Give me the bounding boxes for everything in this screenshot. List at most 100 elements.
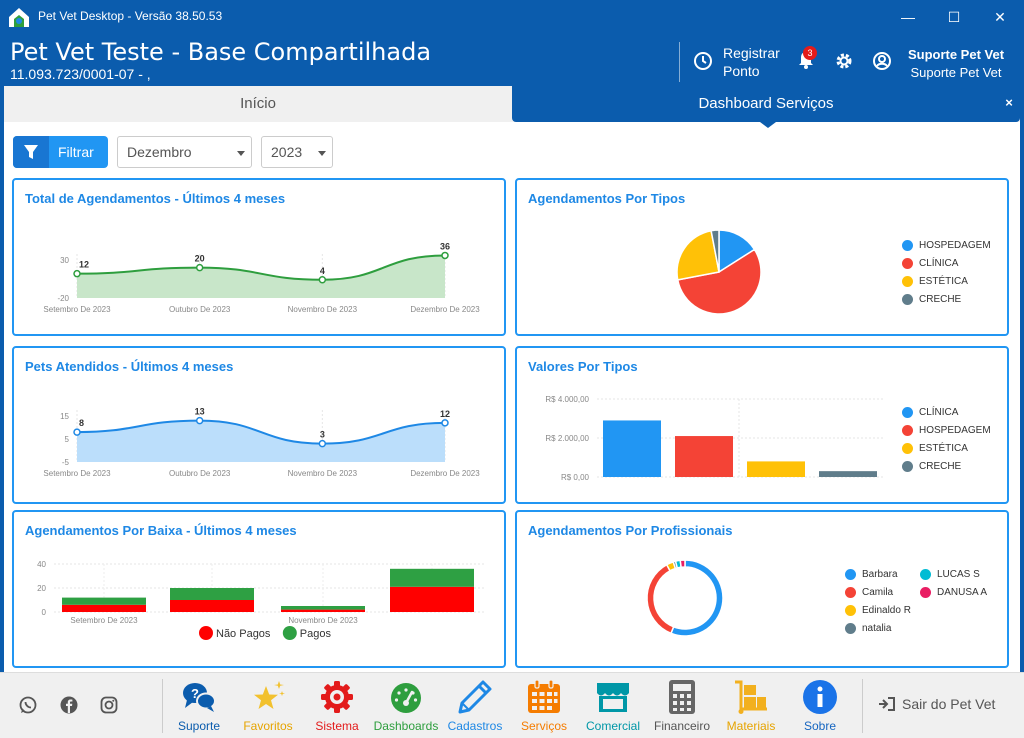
- month-select[interactable]: Dezembro: [117, 136, 252, 168]
- nav-servicos[interactable]: Serviços: [507, 677, 581, 735]
- bar: [675, 436, 733, 477]
- legend: CLÍNICA HOSPEDAGEM ESTÉTICA CRECHE: [902, 403, 991, 475]
- main-content: Início Dashboard Serviços × Filtrar Deze…: [4, 86, 1020, 672]
- filter-button[interactable]: Filtrar: [13, 136, 108, 168]
- legend-item[interactable]: ESTÉTICA: [902, 439, 991, 457]
- app-logo-icon: [9, 8, 29, 27]
- y-tick-label: -20: [57, 294, 69, 303]
- user-icon[interactable]: [872, 51, 892, 71]
- legend-item[interactable]: Barbara: [845, 565, 911, 583]
- legend-item[interactable]: CLÍNICA: [902, 254, 991, 272]
- x-tick-label: Novembro De 2023: [288, 616, 358, 625]
- year-select[interactable]: 2023: [261, 136, 333, 168]
- data-label: 20: [195, 254, 205, 264]
- svg-text:?: ?: [191, 686, 199, 701]
- close-window-button[interactable]: ✕: [994, 9, 1006, 25]
- nav-dashboards[interactable]: Dashboards: [369, 677, 443, 735]
- legend-item[interactable]: HOSPEDAGEM: [902, 236, 991, 254]
- legend-item[interactable]: HOSPEDAGEM: [902, 421, 991, 439]
- whatsapp-icon[interactable]: [18, 695, 38, 715]
- toolbar-divider: [862, 679, 863, 733]
- legend-item[interactable]: Edinaldo R: [845, 601, 911, 619]
- legend-swatch: [902, 406, 913, 418]
- legend-item[interactable]: natalia: [845, 619, 911, 637]
- minimize-button[interactable]: —: [901, 9, 915, 25]
- nav-favoritos[interactable]: Favoritos: [231, 677, 305, 735]
- registrar-ponto-button[interactable]: Registrar Ponto: [723, 44, 780, 80]
- instagram-icon[interactable]: [99, 695, 119, 715]
- x-tick-label: Novembro De 2023: [288, 305, 358, 314]
- legend-label: Barbara: [862, 568, 898, 580]
- hand-truck-boxes-icon: [735, 680, 767, 714]
- nav-suporte[interactable]: ? Suporte: [162, 677, 236, 735]
- nav-cadastros[interactable]: Cadastros: [438, 677, 512, 735]
- tab-dashboard-servicos[interactable]: Dashboard Serviços: [512, 86, 1020, 122]
- nav-financeiro[interactable]: Financeiro: [645, 677, 719, 735]
- nav-sobre[interactable]: Sobre: [783, 677, 857, 735]
- month-value: Dezembro: [127, 144, 192, 160]
- card-title: Agendamentos Por Profissionais: [528, 523, 733, 538]
- y-tick-label: 5: [65, 435, 70, 444]
- legend-swatch: [845, 568, 856, 580]
- nav-label: Dashboards: [373, 719, 439, 733]
- nav-sistema[interactable]: Sistema: [300, 677, 374, 735]
- card-total-agendamentos: Total de Agendamentos - Últimos 4 meses …: [12, 178, 506, 336]
- nav-materiais[interactable]: Materiais: [714, 677, 788, 735]
- data-label: 4: [320, 266, 325, 276]
- user-name: Suporte Pet Vet: [907, 47, 1005, 62]
- bar-segment: [390, 586, 474, 612]
- clock-icon[interactable]: [693, 51, 713, 71]
- pie-slice: [676, 229, 720, 281]
- legend-item[interactable]: DANUSA A: [920, 583, 987, 601]
- facebook-icon[interactable]: [59, 695, 79, 715]
- bar-segment: [281, 606, 365, 610]
- tab-inicio[interactable]: Início: [240, 95, 276, 112]
- card-pets-atendidos: Pets Atendidos - Últimos 4 meses 15 5 -5 8 S…: [12, 346, 506, 504]
- bar-segment: [390, 568, 474, 587]
- bar-segment: [281, 609, 365, 612]
- data-point: [441, 251, 449, 260]
- chevron-down-icon: [237, 151, 245, 156]
- maximize-button[interactable]: ☐: [947, 9, 961, 25]
- toolbar-divider: [162, 679, 163, 733]
- legend-label: CRECHE: [919, 460, 962, 472]
- calculator-icon: [669, 680, 695, 714]
- legend-label: ESTÉTICA: [919, 275, 968, 287]
- legend: LUCAS S DANUSA A: [920, 565, 987, 601]
- nav-label: Serviços: [520, 719, 567, 733]
- legend-item[interactable]: CLÍNICA: [902, 403, 991, 421]
- legend-item[interactable]: LUCAS S: [920, 565, 987, 583]
- y-tick-label: 20: [37, 584, 46, 593]
- legend-swatch: [845, 604, 856, 616]
- data-point: [441, 419, 449, 427]
- legend-item[interactable]: Camila: [845, 583, 911, 601]
- legend-swatch: [845, 586, 856, 598]
- user-menu[interactable]: Suporte Pet Vet Suporte Pet Vet: [904, 46, 1008, 82]
- nav-label: Comercial: [585, 719, 640, 733]
- notification-badge: 3: [803, 46, 817, 60]
- y-tick-label: 30: [60, 256, 69, 265]
- legend-label: Camila: [862, 586, 894, 598]
- close-tab-icon[interactable]: ×: [1005, 95, 1013, 110]
- legend-label: LUCAS S: [937, 568, 980, 580]
- card-title: Pets Atendidos - Últimos 4 meses: [25, 359, 234, 374]
- legend-label: natalia: [862, 622, 892, 634]
- data-label: 12: [79, 260, 89, 270]
- legend-item[interactable]: CRECHE: [902, 457, 991, 475]
- pie-slice: [679, 559, 686, 569]
- bar: [747, 461, 805, 477]
- card-title: Agendamentos Por Baixa - Últimos 4 meses: [25, 523, 297, 538]
- nav-comercial[interactable]: Comercial: [576, 677, 650, 735]
- nav-label: Favoritos: [243, 719, 293, 733]
- legend-item[interactable]: ESTÉTICA: [902, 272, 991, 290]
- legend-item[interactable]: CRECHE: [902, 290, 991, 308]
- legend-swatch: [902, 460, 913, 472]
- gear-icon[interactable]: [834, 51, 854, 71]
- y-tick-label: 15: [60, 412, 69, 421]
- exit-button[interactable]: Sair do Pet Vet: [878, 696, 995, 712]
- nav-label: Sobre: [803, 719, 837, 733]
- legend-swatch: [902, 442, 913, 454]
- app-header: Pet Vet Teste - Base Compartilhada 11.09…: [0, 34, 1024, 86]
- data-point: [318, 276, 327, 284]
- pie-slice: [710, 229, 720, 273]
